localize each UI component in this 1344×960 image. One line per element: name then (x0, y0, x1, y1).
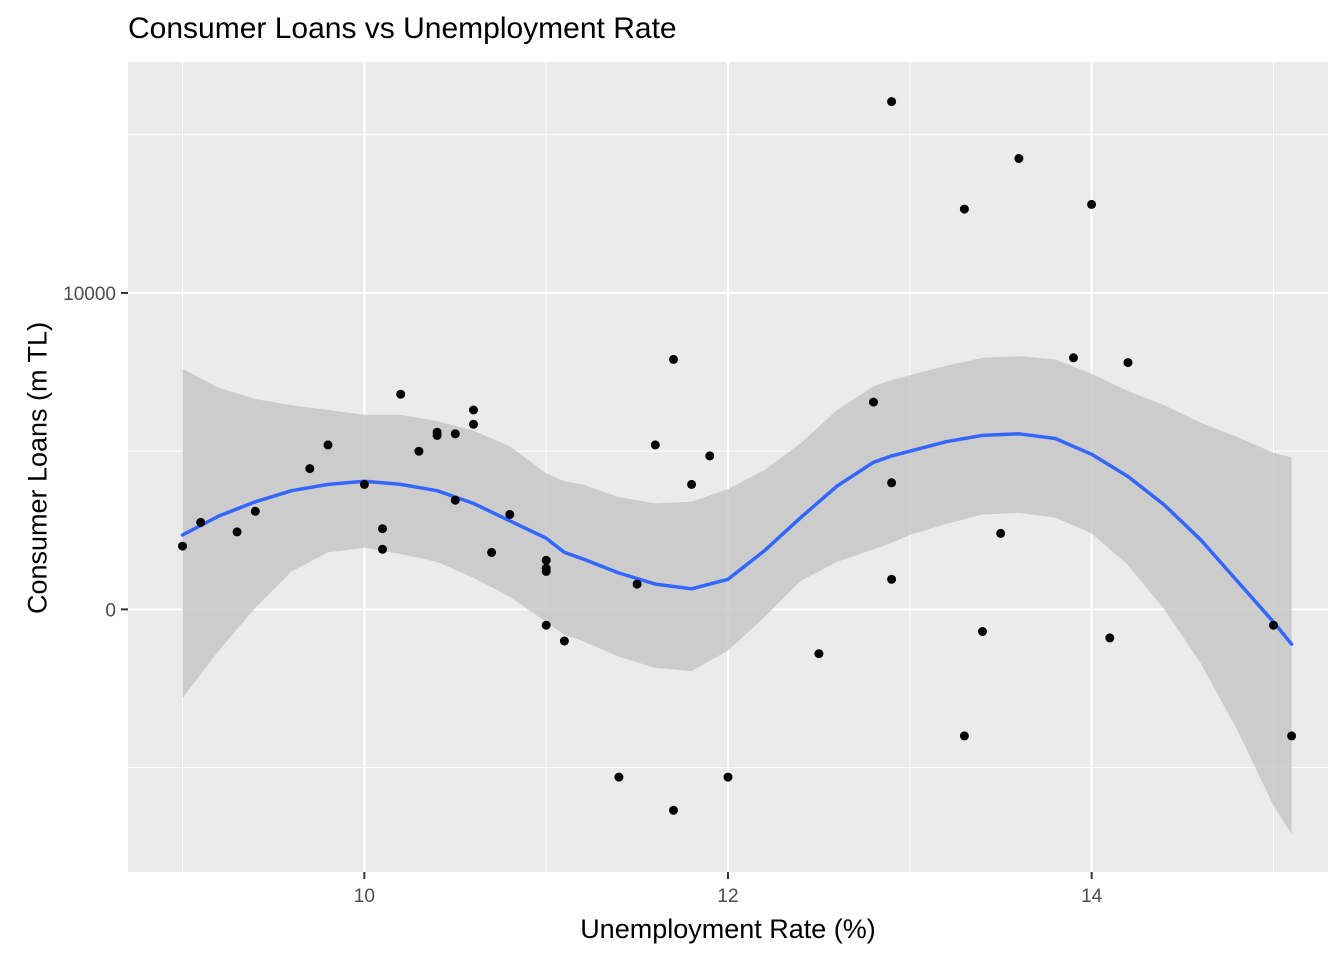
data-point (541, 566, 551, 576)
axis-ticks (121, 291, 1093, 879)
y-tick-labels: 0 10000 (63, 284, 116, 621)
confidence-ribbon (182, 356, 1292, 834)
data-point (378, 544, 387, 554)
data-point (469, 419, 478, 429)
data-point (1069, 353, 1078, 363)
data-point (432, 427, 442, 437)
chart-title: Consumer Loans vs Unemployment Rate (128, 12, 677, 45)
data-point (559, 636, 569, 646)
data-point (178, 541, 187, 551)
data-point (723, 772, 733, 782)
data-point (1123, 358, 1133, 368)
data-point (1105, 633, 1115, 643)
data-point (996, 528, 1006, 538)
data-point (323, 440, 333, 450)
data-point (669, 354, 678, 364)
x-tick-label: 10 (354, 886, 375, 907)
loess-fit-line (180, 432, 1294, 646)
data-point (887, 97, 897, 107)
data-point (196, 517, 206, 527)
x-tick-labels: 10 12 14 (354, 886, 1103, 907)
data-point (487, 547, 497, 557)
data-point (887, 478, 897, 488)
data-point (1087, 199, 1097, 209)
data-point (232, 527, 242, 537)
data-point (250, 506, 260, 516)
data-point (359, 479, 369, 489)
x-tick-label: 12 (717, 886, 738, 907)
data-point (978, 627, 987, 636)
data-point (414, 446, 424, 456)
data-point (450, 495, 460, 505)
data-point (687, 479, 697, 489)
data-point (541, 620, 551, 630)
data-point (959, 204, 969, 214)
data-point (705, 451, 715, 461)
scatter-points (178, 97, 1297, 815)
data-point (669, 805, 678, 815)
y-axis-title: Consumer Loans (m TL) (22, 321, 53, 615)
data-point (469, 405, 478, 415)
data-point (632, 579, 642, 589)
data-point (887, 574, 897, 584)
confidence-band (182, 356, 1292, 834)
y-tick-label: 0 (105, 600, 116, 621)
data-point (396, 389, 406, 399)
data-point (959, 731, 969, 741)
data-point (305, 464, 315, 474)
data-point (505, 510, 515, 519)
y-tick-label: 10000 (63, 284, 116, 305)
data-point (869, 397, 878, 407)
data-point (378, 524, 387, 534)
smooth-line (180, 432, 1294, 646)
data-point (541, 555, 551, 565)
data-point (1269, 620, 1278, 630)
data-point (450, 429, 460, 439)
data-point (1014, 154, 1024, 163)
x-tick-label: 14 (1081, 886, 1103, 907)
data-point (1287, 731, 1297, 741)
x-axis-title: Unemployment Rate (%) (580, 914, 876, 944)
data-point (614, 772, 624, 782)
data-point (814, 649, 824, 659)
data-point (650, 440, 660, 450)
